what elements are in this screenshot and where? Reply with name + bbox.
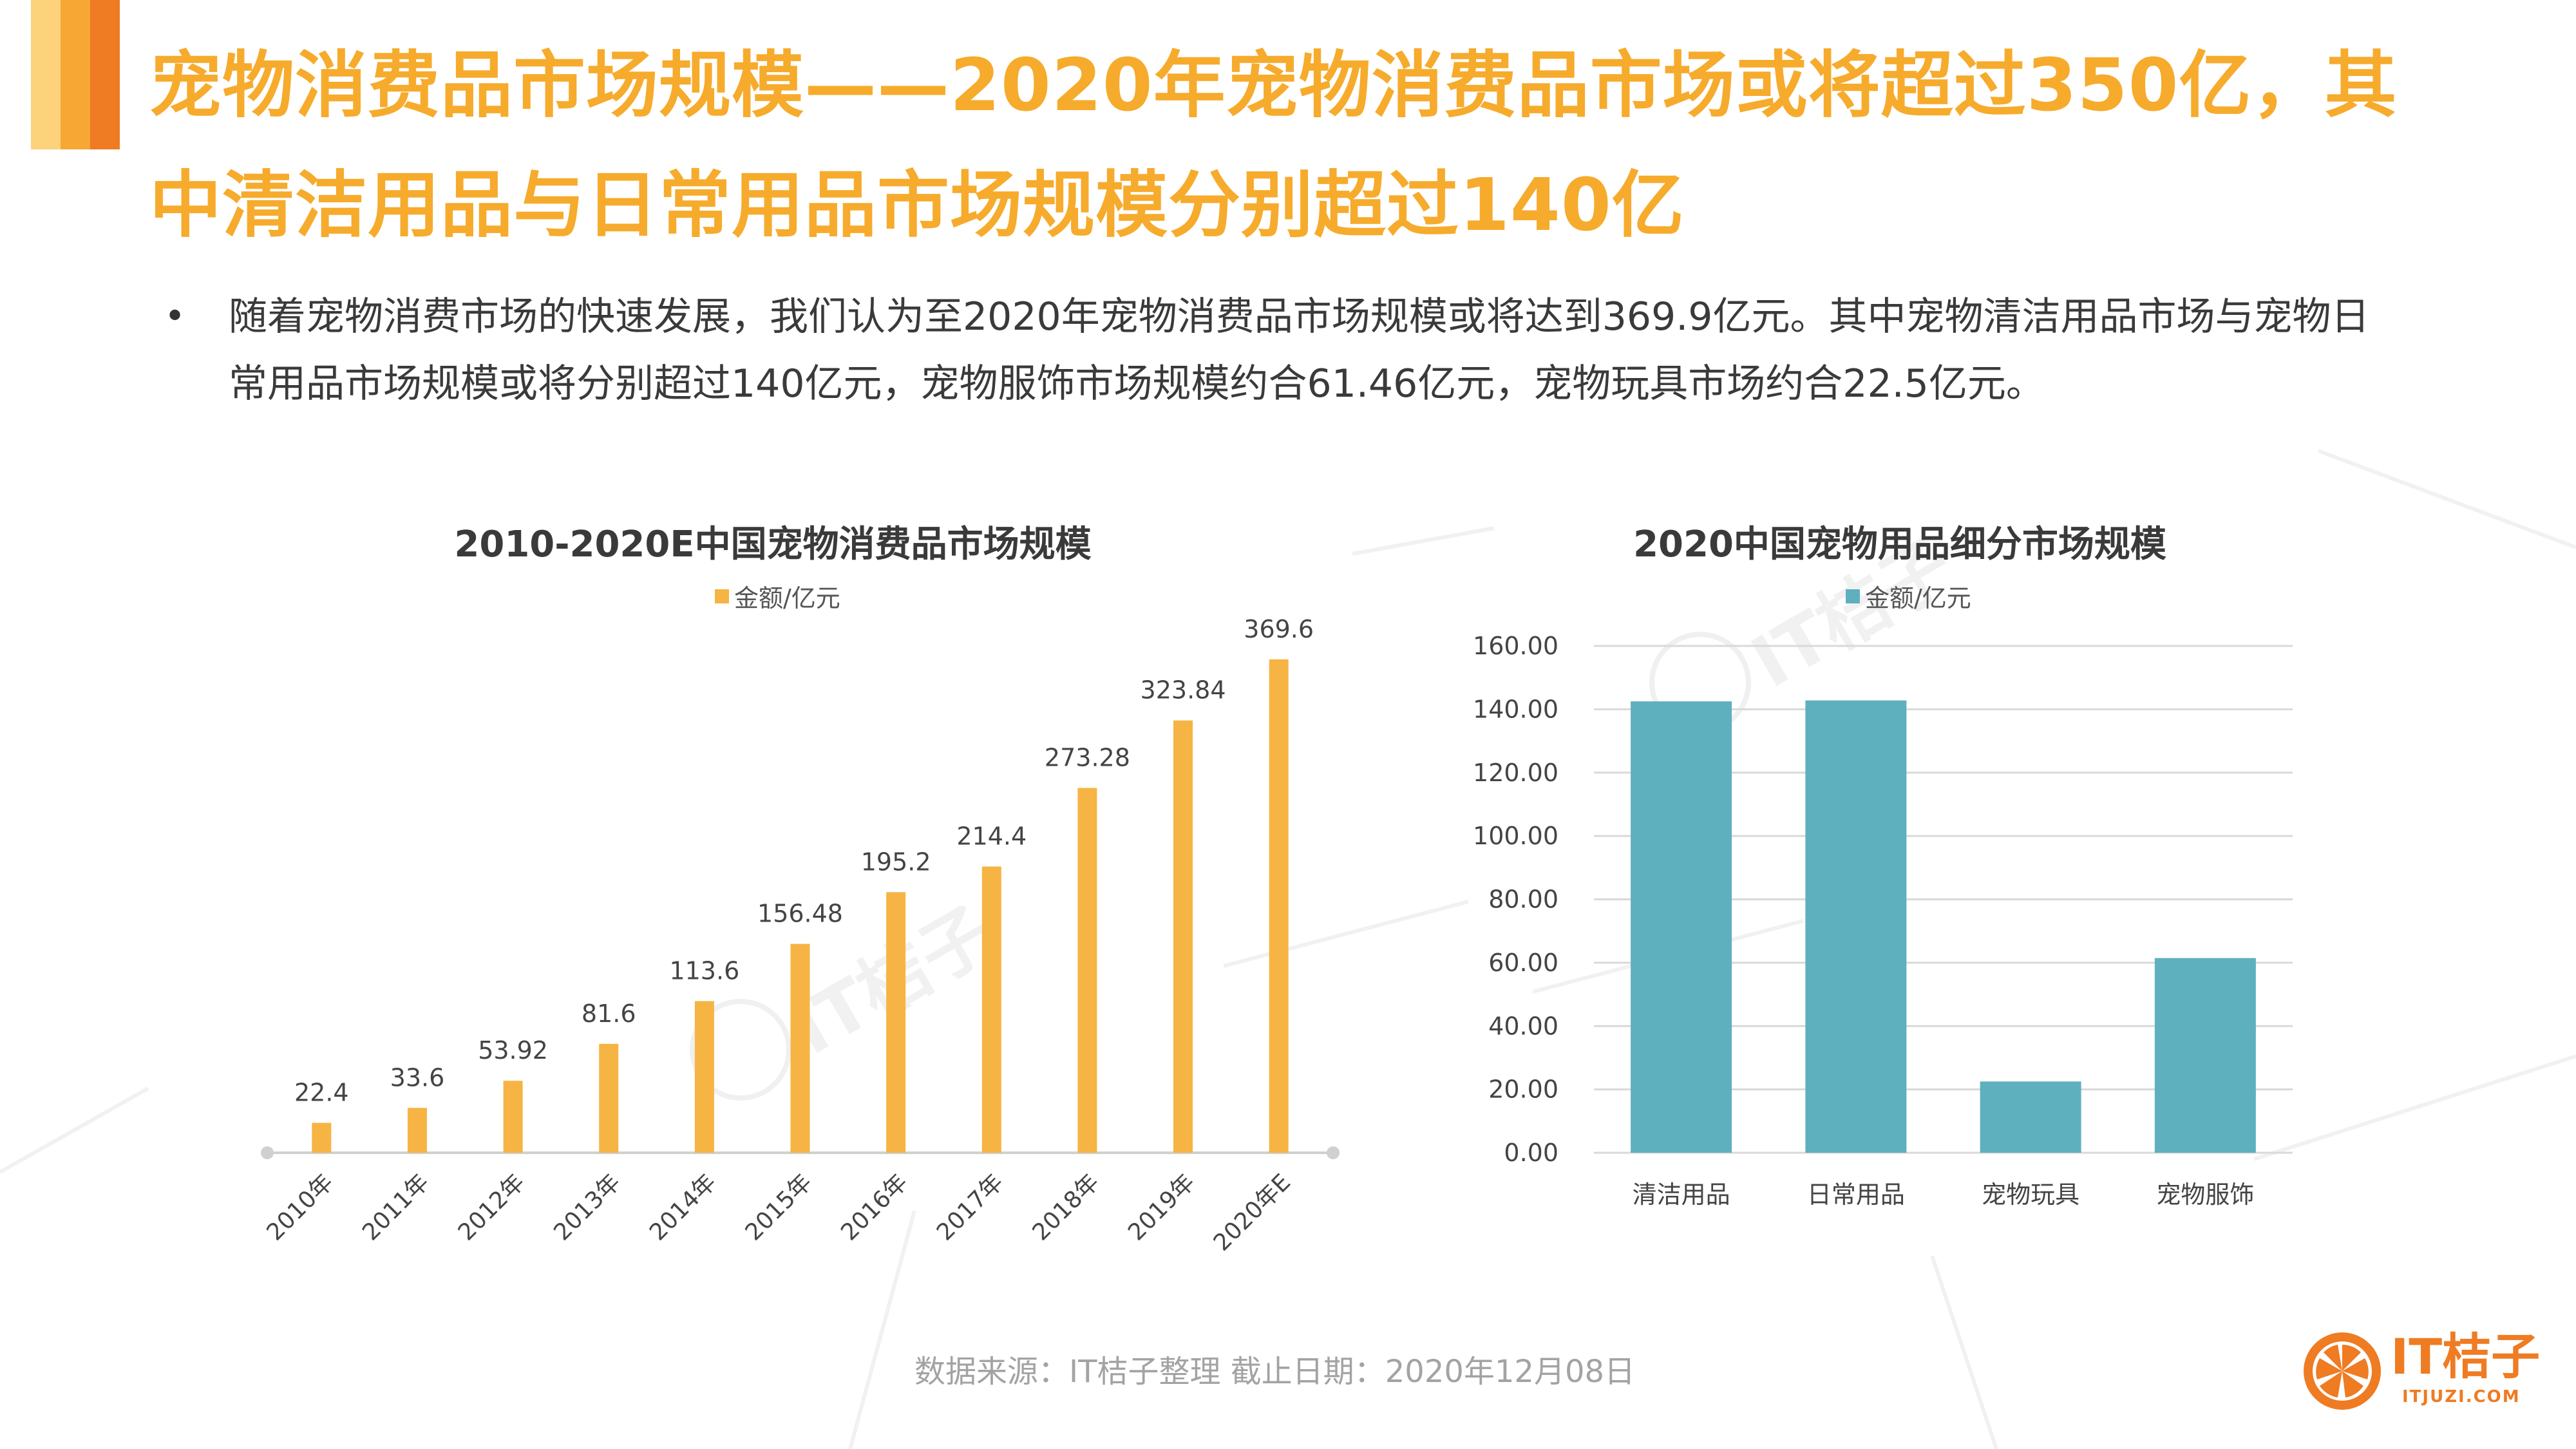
bar (1173, 720, 1193, 1153)
axis-end-dot (1327, 1146, 1340, 1159)
x-tick-label: 2016年 (836, 1169, 913, 1245)
y-tick-label: 0.00 (1504, 1139, 1558, 1167)
x-tick-label: 宠物服饰 (2156, 1180, 2254, 1209)
legend-label: 金额/亿元 (734, 584, 840, 612)
axis-end-dot (261, 1146, 274, 1159)
x-tick-label: 2020年E (1209, 1169, 1296, 1256)
bar (407, 1108, 427, 1153)
y-tick-label: 40.00 (1488, 1012, 1558, 1040)
summary-text: 随着宠物消费市场的快速发展，我们认为至2020年宠物消费品市场规模或将达到369… (229, 294, 2370, 406)
bar (2154, 958, 2256, 1153)
x-tick-label: 2010年 (261, 1169, 338, 1245)
data-label: 323.84 (1141, 676, 1226, 705)
x-tick-label: 2019年 (1123, 1169, 1200, 1245)
y-tick-label: 120.00 (1473, 759, 1558, 787)
orange-slice-icon (2304, 1332, 2381, 1410)
page-title: 宠物消费品市场规模——2020年宠物消费品市场或将超过350亿，其中清洁用品与日… (149, 44, 2398, 247)
y-tick-label: 160.00 (1473, 632, 1558, 660)
bullet-dot: • (164, 296, 186, 337)
x-tick-label: 日常用品 (1807, 1180, 1905, 1209)
data-label: 22.4 (294, 1079, 349, 1107)
x-tick-label: 2011年 (357, 1169, 434, 1245)
data-label: 195.2 (861, 848, 931, 876)
itjuzi-logo: IT桔子 ITJUZI.COM (2300, 1321, 2558, 1425)
bar (599, 1043, 619, 1153)
x-tick-label: 2012年 (453, 1169, 530, 1245)
bar (886, 892, 906, 1153)
x-tick-label: 清洁用品 (1633, 1180, 1730, 1209)
bar (694, 1001, 714, 1153)
y-tick-label: 20.00 (1488, 1075, 1558, 1104)
bar (1269, 659, 1289, 1153)
x-tick-label: 2013年 (549, 1169, 625, 1245)
data-label: 81.6 (582, 999, 636, 1028)
legend-swatch (1846, 589, 1860, 603)
bar (1077, 788, 1097, 1153)
data-label: 156.48 (757, 900, 843, 928)
right-chart-title: 2020中国宠物用品细分市场规模 (1633, 524, 2166, 565)
data-label: 273.28 (1045, 743, 1130, 772)
y-tick-label: 80.00 (1488, 886, 1558, 914)
y-tick-label: 140.00 (1473, 695, 1558, 723)
bar (790, 943, 810, 1153)
y-tick-label: 60.00 (1488, 949, 1558, 977)
legend-label: 金额/亿元 (1865, 584, 1971, 612)
bar (1631, 701, 1732, 1153)
x-tick-label: 2014年 (645, 1169, 721, 1245)
bar (312, 1122, 332, 1153)
x-tick-label: 2018年 (1028, 1169, 1104, 1245)
data-label: 53.92 (478, 1036, 548, 1065)
left-chart-title: 2010-2020E中国宠物消费品市场规模 (454, 524, 1092, 565)
x-tick-label: 2017年 (932, 1169, 1009, 1245)
data-label: 113.6 (669, 957, 739, 985)
bar (1980, 1081, 2081, 1153)
y-tick-label: 100.00 (1473, 822, 1558, 850)
left-chart-legend: 金额/亿元 (715, 578, 840, 614)
title-accent-bar (31, 0, 120, 149)
bar (503, 1081, 523, 1153)
logo-subtext: ITJUZI.COM (2402, 1387, 2521, 1406)
data-label: 214.4 (956, 822, 1027, 851)
data-label: 369.6 (1244, 615, 1314, 643)
right-chart-legend: 金额/亿元 (1846, 578, 1971, 614)
data-label: 33.6 (390, 1063, 445, 1092)
legend-swatch (715, 589, 729, 603)
data-source-note: 数据来源：IT桔子整理 截止日期：2020年12月08日 (914, 1354, 1636, 1390)
bar (1805, 700, 1907, 1153)
bar (981, 866, 1001, 1153)
x-tick-label: 宠物玩具 (1982, 1180, 2079, 1209)
x-tick-label: 2015年 (741, 1169, 817, 1245)
logo-text: IT桔子 (2391, 1328, 2541, 1385)
